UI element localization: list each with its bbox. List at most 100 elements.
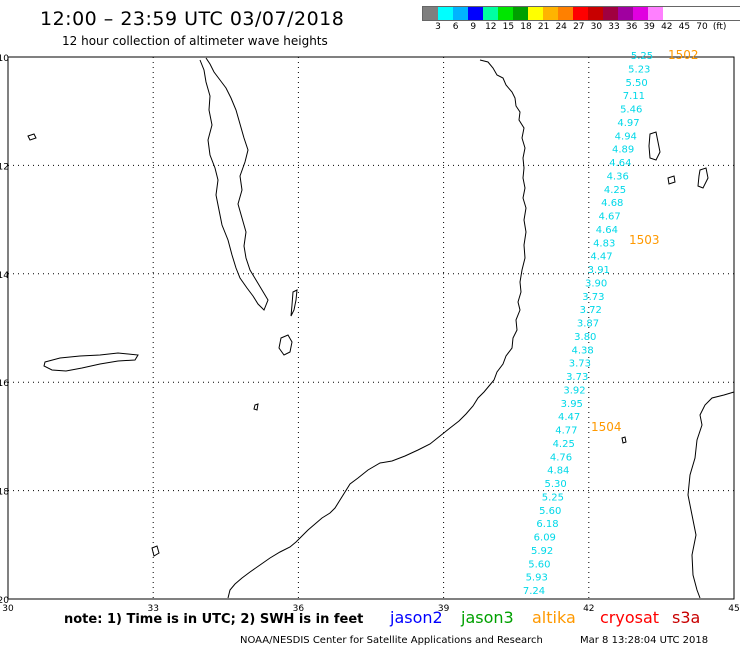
color-scale-box	[618, 7, 633, 20]
satellite-legend-jason3: jason3	[461, 608, 514, 627]
wave-height-value: 4.68	[601, 198, 623, 209]
wave-height-value: 3.73	[569, 359, 591, 370]
latitude-label: -10	[0, 54, 9, 64]
wave-height-value: 4.84	[547, 466, 569, 477]
color-scale-box	[528, 7, 543, 20]
wave-height-value: 3.72	[580, 305, 602, 316]
wave-height-value: 3.92	[563, 385, 585, 396]
small-island-1	[667, 175, 676, 185]
color-scale-boxes	[422, 6, 740, 21]
satellite-legend-s3a: s3a	[672, 608, 701, 627]
wave-height-value: 4.47	[558, 412, 580, 423]
map-title: 12:00 – 23:59 UTC 03/07/2018	[40, 8, 345, 30]
coastline	[27, 57, 735, 599]
color-scale: 3 6 9 12 15 18 21 24 27 30 33 36 39 42 45 70 (ft)	[422, 6, 740, 33]
color-scale-box	[648, 7, 663, 20]
color-scale-box	[633, 7, 648, 20]
color-scale-label: 36	[625, 22, 638, 32]
credit-text: NOAA/NESDIS Center for Satellite Applica…	[240, 635, 543, 646]
satellite-legend-altika: altika	[532, 608, 576, 627]
color-scale-label: 24	[555, 22, 567, 32]
wave-height-value: 4.25	[553, 439, 575, 450]
wave-height-value: 5.50	[625, 78, 647, 89]
time-label: 1502	[668, 48, 699, 62]
wave-height-value: 4.38	[571, 345, 593, 356]
wave-height-value: 4.97	[617, 118, 639, 129]
credit-date: Mar 8 13:28:04 UTC 2018	[580, 635, 709, 646]
wave-height-value: 3.73	[582, 292, 604, 303]
wave-height-value: 5.46	[620, 105, 642, 116]
map-frame	[7, 56, 735, 600]
color-scale-label: 3	[435, 22, 441, 32]
latitude-label: -20	[0, 596, 9, 606]
footer-note: note: 1) Time is in UTC; 2) SWH is in fe…	[64, 612, 364, 627]
small-lake-south	[151, 545, 160, 557]
color-scale-label: 30	[590, 22, 603, 32]
wave-height-value: 6.09	[534, 533, 556, 544]
graticule	[8, 57, 734, 599]
wave-height-value: 4.76	[550, 452, 572, 463]
wave-height-value: 4.64	[609, 158, 631, 169]
color-scale-label: 70	[696, 22, 708, 32]
color-scale-box	[543, 7, 558, 20]
color-scale-labels: 3 6 9 12 15 18 21 24 27 30 33 36 39 42 45 70 (ft)	[422, 21, 740, 33]
wave-height-value: 5.93	[526, 573, 548, 584]
color-scale-label: 18	[520, 22, 532, 32]
map-subtitle: 12 hour collection of altimeter wave hei…	[62, 34, 328, 48]
wave-height-value: 5.23	[628, 64, 650, 75]
wave-height-value: 4.36	[607, 171, 629, 182]
madagascar-coast	[687, 391, 735, 599]
latitude-label: -14	[0, 271, 9, 281]
wave-height-value: 5.92	[531, 546, 553, 557]
longitude-labels: 30 33 36 39 42 45	[2, 604, 739, 614]
comoros-island-east	[697, 167, 709, 189]
wave-height-value: 5.60	[539, 506, 561, 517]
wave-height-labels: 5.25 5.23 5.50 7.11 5.46 4.97 4.94 4.89 4.64 4.36…	[523, 51, 653, 597]
longitude-label: 39	[438, 604, 450, 614]
color-scale-label: 6	[452, 22, 459, 32]
time-label: 1504	[591, 420, 622, 434]
color-scale-box	[438, 7, 453, 20]
color-scale-box	[573, 7, 588, 20]
wave-height-value: 3.80	[574, 332, 596, 343]
comoros-island	[648, 131, 661, 161]
longitude-label: 36	[293, 604, 305, 614]
small-lake-mid	[253, 403, 259, 411]
lake-malawi	[199, 57, 269, 311]
wave-height-value: 6.18	[536, 519, 558, 530]
color-scale-label: 15	[502, 22, 515, 32]
color-scale-box	[468, 7, 483, 20]
wave-height-value: 3.73	[566, 372, 588, 383]
wave-height-value: 3.95	[561, 399, 583, 410]
color-scale-box	[483, 7, 498, 20]
small-lake-west	[27, 133, 37, 141]
color-scale-box	[498, 7, 513, 20]
wave-height-value: 5.25	[631, 51, 653, 62]
longitude-label: 45	[728, 604, 739, 614]
color-scale-box	[558, 7, 573, 20]
color-scale-box	[663, 7, 678, 20]
wave-height-value: 7.11	[623, 91, 645, 102]
lake-kariba	[43, 352, 139, 372]
color-scale-label: 39	[643, 22, 655, 32]
longitude-label: 30	[2, 604, 14, 614]
wave-height-value: 3.91	[588, 265, 610, 276]
zambezi-segment	[290, 289, 298, 317]
lake-chilwa	[278, 334, 293, 356]
color-scale-label: 33	[608, 22, 620, 32]
latitude-label: -12	[0, 162, 9, 172]
wave-height-value: 4.94	[615, 131, 637, 142]
time-labels: 1502 1503 1504	[591, 48, 699, 434]
color-scale-box	[603, 7, 618, 20]
wave-height-value: 4.47	[590, 252, 612, 263]
wave-height-value: 4.77	[555, 426, 577, 437]
color-scale-label: 45	[678, 22, 691, 32]
longitude-label: 42	[583, 604, 594, 614]
color-scale-label: 21	[537, 22, 550, 32]
wave-height-value: 5.60	[528, 559, 550, 570]
color-scale-label: 12	[485, 22, 497, 32]
wave-height-value: 3.90	[585, 278, 607, 289]
wave-height-value: 5.25	[542, 492, 564, 503]
east-africa-coastline	[227, 59, 527, 599]
